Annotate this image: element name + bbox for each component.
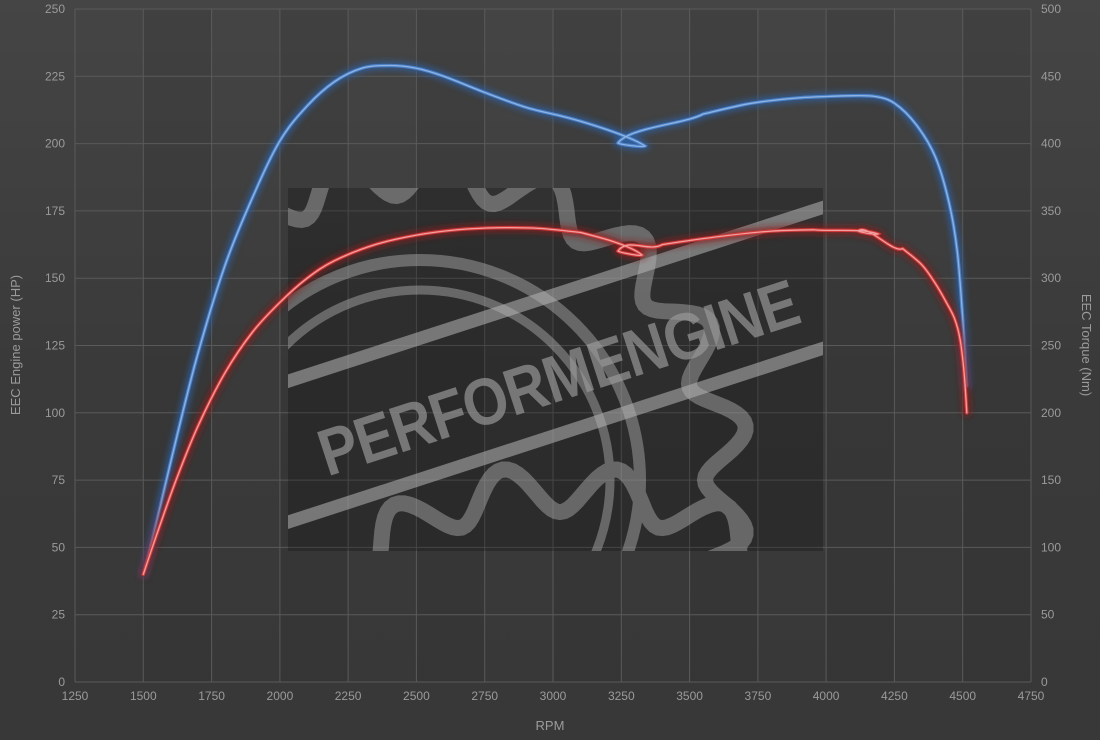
svg-text:EEC Torque (Nm): EEC Torque (Nm) xyxy=(1079,294,1094,396)
svg-text:0: 0 xyxy=(1041,675,1048,689)
svg-text:300: 300 xyxy=(1041,271,1061,285)
svg-text:225: 225 xyxy=(45,69,65,83)
svg-text:250: 250 xyxy=(45,2,65,16)
svg-text:350: 350 xyxy=(1041,204,1061,218)
svg-text:RPM: RPM xyxy=(536,718,565,733)
svg-text:1250: 1250 xyxy=(62,689,89,703)
svg-text:250: 250 xyxy=(1041,339,1061,353)
svg-text:4250: 4250 xyxy=(881,689,908,703)
svg-text:400: 400 xyxy=(1041,137,1061,151)
svg-text:3000: 3000 xyxy=(540,689,567,703)
svg-text:500: 500 xyxy=(1041,2,1061,16)
svg-text:150: 150 xyxy=(45,271,65,285)
svg-text:200: 200 xyxy=(1041,406,1061,420)
svg-text:50: 50 xyxy=(52,540,66,554)
svg-text:175: 175 xyxy=(45,204,65,218)
svg-text:3250: 3250 xyxy=(608,689,635,703)
svg-text:2500: 2500 xyxy=(403,689,430,703)
svg-text:75: 75 xyxy=(52,473,66,487)
svg-text:100: 100 xyxy=(1041,540,1061,554)
svg-text:150: 150 xyxy=(1041,473,1061,487)
svg-text:EEC Engine power (HP): EEC Engine power (HP) xyxy=(8,275,23,415)
svg-text:25: 25 xyxy=(52,608,66,622)
svg-text:4000: 4000 xyxy=(813,689,840,703)
svg-text:1500: 1500 xyxy=(130,689,157,703)
svg-text:2000: 2000 xyxy=(267,689,294,703)
svg-text:4750: 4750 xyxy=(1018,689,1045,703)
svg-text:1750: 1750 xyxy=(198,689,225,703)
svg-text:200: 200 xyxy=(45,137,65,151)
svg-text:450: 450 xyxy=(1041,69,1061,83)
svg-text:0: 0 xyxy=(58,675,65,689)
svg-text:3500: 3500 xyxy=(676,689,703,703)
svg-text:100: 100 xyxy=(45,406,65,420)
svg-text:50: 50 xyxy=(1041,608,1055,622)
svg-text:4500: 4500 xyxy=(949,689,976,703)
svg-text:3750: 3750 xyxy=(745,689,772,703)
svg-text:125: 125 xyxy=(45,339,65,353)
svg-text:2250: 2250 xyxy=(335,689,362,703)
svg-text:2750: 2750 xyxy=(471,689,498,703)
